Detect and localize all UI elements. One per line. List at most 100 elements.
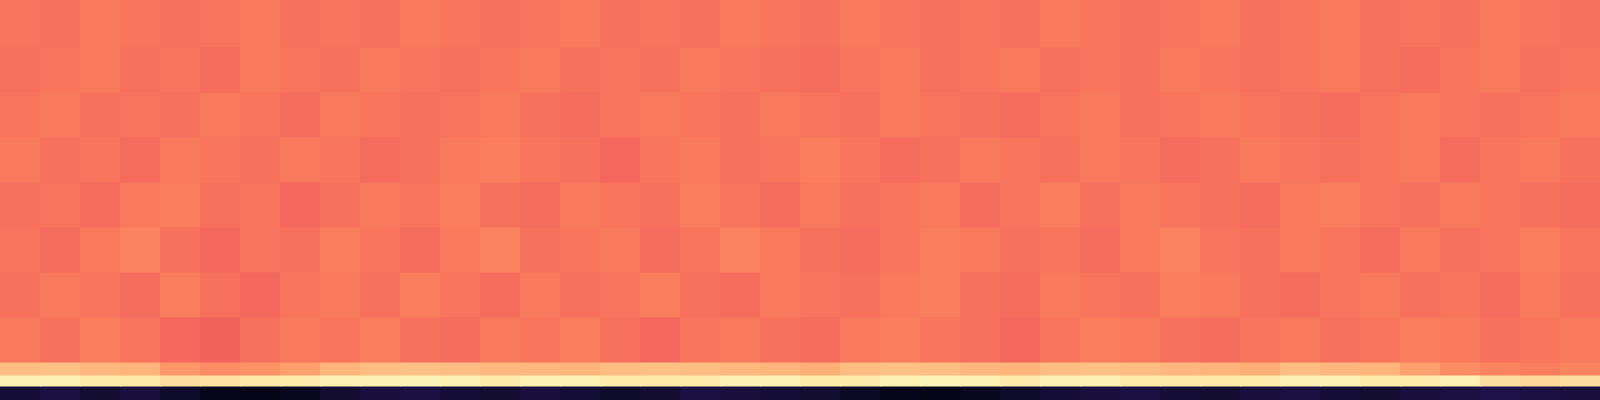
heatmap-cell [760,317,801,363]
heatmap-cell [200,375,241,387]
heatmap-cell [240,47,281,93]
heatmap-cell [360,272,401,318]
heatmap-cell [1200,47,1241,93]
heatmap-cell [1240,362,1281,376]
heatmap-cell [1160,137,1201,183]
heatmap-cell [1160,375,1201,387]
heatmap-cell [0,227,41,273]
heatmap-cell [1280,47,1321,93]
heatmap-cell [240,386,281,400]
heatmap-cell [1440,375,1481,387]
heatmap-cell [960,362,1001,376]
heatmap-cell [960,47,1001,93]
heatmap-cell [440,362,481,376]
heatmap-cell [840,386,881,400]
heatmap-cell [1360,92,1401,138]
heatmap-cell [360,182,401,228]
heatmap-cell [840,47,881,93]
heatmap-cell [1240,317,1281,363]
heatmap-cell [1360,386,1401,400]
heatmap-cell [520,0,561,48]
heatmap-cell [1280,182,1321,228]
heatmap-cell [680,227,721,273]
heatmap-cell [1520,47,1561,93]
heatmap-cell [520,375,561,387]
heatmap-cell [240,227,281,273]
heatmap-cell [80,92,121,138]
heatmap-cell [1040,386,1081,400]
heatmap-cell [0,92,41,138]
heatmap-cell [1240,137,1281,183]
heatmap-cell [320,92,361,138]
heatmap-cell [880,227,921,273]
heatmap-cell [560,386,601,400]
heatmap-cell [160,317,201,363]
heatmap-cell [120,272,161,318]
heatmap-cell [1360,227,1401,273]
heatmap-cell [40,386,81,400]
heatmap-cell [1160,227,1201,273]
heatmap-cell [40,362,81,376]
heatmap-cell [1040,137,1081,183]
heatmap-cell [360,0,401,48]
heatmap-cell [320,227,361,273]
heatmap-cell [1480,182,1521,228]
heatmap-cell [640,386,681,400]
heatmap-cell [1200,375,1241,387]
heatmap-cell [520,182,561,228]
heatmap-cell [840,375,881,387]
heatmap-cell [320,375,361,387]
heatmap-cell [1080,0,1121,48]
heatmap-cell [520,47,561,93]
heatmap-cell [1160,386,1201,400]
heatmap-cell [320,0,361,48]
heatmap-cell [1080,375,1121,387]
heatmap-cell [1200,182,1241,228]
heatmap-cell [360,386,401,400]
heatmap-cell [800,0,841,48]
heatmap-cell [240,92,281,138]
heatmap-cell [600,362,641,376]
heatmap [0,0,1600,400]
heatmap-cell [1120,137,1161,183]
heatmap-cell [1560,272,1600,318]
heatmap-cell [480,362,521,376]
heatmap-cell [1400,362,1441,376]
heatmap-cell [280,0,321,48]
heatmap-cell [640,317,681,363]
heatmap-cell [280,375,321,387]
heatmap-cell [800,386,841,400]
heatmap-cell [960,272,1001,318]
heatmap-cell [1480,317,1521,363]
heatmap-cell [840,362,881,376]
heatmap-cell [760,92,801,138]
heatmap-cell [80,182,121,228]
heatmap-cell [1040,0,1081,48]
heatmap-cell [1520,272,1561,318]
heatmap-cell [680,375,721,387]
heatmap-cell [200,227,241,273]
heatmap-cell [1400,137,1441,183]
heatmap-cell [120,47,161,93]
heatmap-cell [760,47,801,93]
heatmap-cell [720,227,761,273]
heatmap-cell [560,47,601,93]
heatmap-cell [960,227,1001,273]
heatmap-cell [920,0,961,48]
heatmap-cell [520,137,561,183]
heatmap-cell [360,47,401,93]
heatmap-cell [440,182,481,228]
heatmap-cell [1320,386,1361,400]
heatmap-cell [880,0,921,48]
heatmap-cell [840,317,881,363]
heatmap-cell [1440,227,1481,273]
heatmap-cell [1200,227,1241,273]
heatmap-cell [560,272,601,318]
heatmap-cell [280,227,321,273]
heatmap-cell [1000,386,1041,400]
heatmap-cell [320,386,361,400]
heatmap-cell [80,375,121,387]
heatmap-cell [720,47,761,93]
heatmap-cell [1520,182,1561,228]
heatmap-cell [560,0,601,48]
